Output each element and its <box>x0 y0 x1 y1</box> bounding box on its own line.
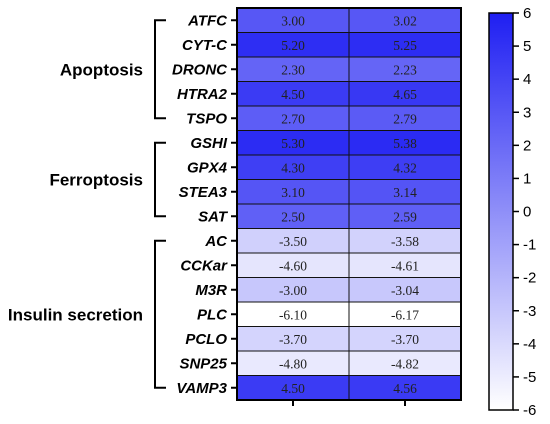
row-label: CCKar <box>180 257 228 274</box>
cell-value-label: -6.17 <box>391 307 419 322</box>
colorbar-tick-label: 5 <box>523 38 531 55</box>
row-label: GSHI <box>190 135 228 152</box>
heatmap-cell <box>348 301 462 327</box>
group-label: Apoptosis <box>60 60 143 79</box>
colorbar-tick-label: 1 <box>523 170 531 187</box>
row-label: GPX4 <box>187 159 228 176</box>
cell-value-label: 5.25 <box>393 38 417 53</box>
cell-value-label: 2.79 <box>393 111 417 126</box>
heatmap-cell <box>348 105 462 131</box>
colorbar-tick-label: 4 <box>523 71 531 88</box>
cell-value-label: 2.70 <box>281 111 305 126</box>
row-label: DRONC <box>172 61 228 78</box>
row-label: SAT <box>198 208 229 225</box>
group-label: Ferroptosis <box>49 171 143 190</box>
heatmap-cell <box>236 130 350 156</box>
cell-value-label: 4.50 <box>281 87 305 102</box>
cell-value-label: 3.02 <box>393 13 417 28</box>
colorbar-tick-label: -4 <box>523 336 536 353</box>
heatmap-cell <box>236 179 350 205</box>
colorbar-tick-label: 2 <box>523 137 531 154</box>
heatmap-cell <box>236 105 350 131</box>
heatmap-cell <box>236 252 350 278</box>
cell-value-label: 5.38 <box>393 136 417 151</box>
row-label: ATFC <box>187 12 228 29</box>
cell-value-label: -4.61 <box>391 258 419 273</box>
colorbar-tick-label: 6 <box>523 5 531 22</box>
cell-value-label: 2.50 <box>281 209 305 224</box>
row-label: CYT-C <box>182 37 228 54</box>
cell-value-label: 2.59 <box>393 209 417 224</box>
cell-value-label: 3.14 <box>393 185 417 200</box>
heatmap-cell <box>348 179 462 205</box>
row-label: AC <box>204 233 228 250</box>
heatmap-cell <box>348 326 462 352</box>
row-label: STEA3 <box>179 184 228 201</box>
cell-value-label: 4.50 <box>281 381 305 396</box>
row-label: PLC <box>197 306 228 323</box>
heatmap-cell <box>348 130 462 156</box>
cell-value-label: -3.70 <box>391 332 419 347</box>
cell-value-label: 5.30 <box>281 136 305 151</box>
cell-value-label: 4.65 <box>393 87 417 102</box>
cell-value-label: 4.30 <box>281 160 305 175</box>
colorbar-gradient <box>488 12 514 411</box>
heatmap-cells: 3.00 3.02 5.20 5.25 2.30 2.23 4.50 4.65 2.70 2.79… <box>236 7 462 406</box>
cell-value-label: 3.10 <box>281 185 305 200</box>
colorbar-tick-label: 0 <box>523 204 531 221</box>
cell-value-label: -3.04 <box>391 283 419 298</box>
heatmap-cell <box>236 277 350 303</box>
heatmap-border <box>236 7 462 401</box>
cell-value-label: 5.20 <box>281 38 305 53</box>
cell-value-label: 2.23 <box>393 62 417 77</box>
cell-value-label: -3.70 <box>279 332 307 347</box>
heatmap-cell <box>348 203 462 229</box>
row-labels: ATFC CYT-C DRONC HTRA2 TSPO GSHI GPX4 STEA3 SAT A… <box>172 12 237 397</box>
colorbar-tick-label: -3 <box>523 303 536 320</box>
row-label: VAMP3 <box>176 380 227 397</box>
group-labels: Apoptosis Ferroptosis Insulin secretion <box>8 60 143 324</box>
cell-value-label: -3.00 <box>279 283 307 298</box>
row-label: HTRA2 <box>177 86 228 103</box>
row-label: SNP25 <box>179 355 227 372</box>
heatmap-cell <box>348 252 462 278</box>
colorbar-tick-label: -2 <box>523 270 536 287</box>
row-label: PCLO <box>185 331 227 348</box>
heatmap-cell <box>236 228 350 254</box>
group-bracket <box>154 19 166 120</box>
cell-value-label: -4.82 <box>391 356 419 371</box>
cell-value-label: 4.32 <box>393 160 417 175</box>
heatmap-cell <box>236 326 350 352</box>
group-label: Insulin secretion <box>8 305 143 324</box>
cell-value-label: -4.80 <box>279 356 307 371</box>
colorbar-tick-label: 3 <box>523 104 531 121</box>
row-label: M3R <box>195 282 227 299</box>
heatmap-cell <box>348 154 462 180</box>
group-bracket <box>154 239 166 389</box>
row-label: TSPO <box>186 110 227 127</box>
colorbar-tick-label: -6 <box>523 402 536 419</box>
cell-value-label: -4.60 <box>279 258 307 273</box>
group-brackets <box>154 19 166 389</box>
group-bracket <box>154 141 166 218</box>
cell-value-label: 3.00 <box>281 13 305 28</box>
colorbar-tick-label: -1 <box>523 237 536 254</box>
heatmap-cell <box>348 228 462 254</box>
cell-value-label: 4.56 <box>393 381 417 396</box>
colorbar-tick-label: -5 <box>523 369 536 386</box>
cell-value-label: -3.58 <box>391 234 419 249</box>
cell-value-label: -3.50 <box>279 234 307 249</box>
cell-value-label: 2.30 <box>281 62 305 77</box>
colorbar: 6 5 4 3 2 1 0 -1 -2 -3 -4 -5 -6 <box>488 5 536 419</box>
heatmap-cell <box>348 56 462 82</box>
cell-value-label: -6.10 <box>279 307 307 322</box>
